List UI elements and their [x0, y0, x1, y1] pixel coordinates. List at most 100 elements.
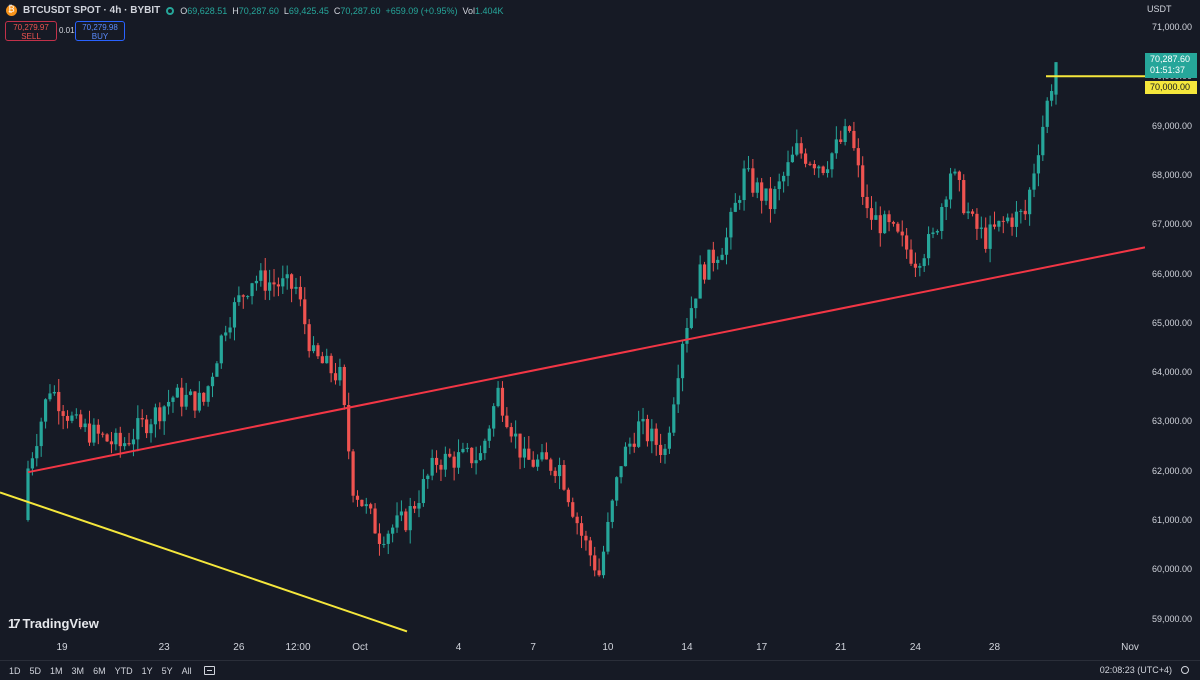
candlestick-chart[interactable] [0, 0, 1145, 638]
candle-body [825, 169, 830, 174]
range-button-1d[interactable]: 1D [9, 665, 21, 676]
candle-body [1050, 91, 1054, 101]
candle-body [562, 464, 566, 490]
bottom-toolbar: 1D 5D 1M 3M 6M YTD 1Y 5Y All 02:08:23 (UTC+4) [0, 660, 1200, 680]
range-button-6m[interactable]: 6M [93, 665, 106, 676]
date-range-icon[interactable] [203, 666, 215, 675]
candle-body [733, 202, 737, 212]
candle-body [417, 503, 421, 509]
support-trend-line [27, 246, 1145, 474]
candle-body [861, 165, 865, 197]
candle-body [241, 295, 245, 297]
candle-body [228, 327, 232, 333]
candle-body [984, 227, 988, 249]
candle-body [351, 451, 355, 496]
falling-trend-line [0, 491, 408, 633]
candle-body [1045, 100, 1049, 127]
symbol-title[interactable]: BTCUSDT SPOT · 4h · BYBIT [23, 5, 161, 16]
time-axis-label: 24 [909, 642, 921, 653]
candle-body [329, 355, 333, 374]
candle-body [342, 366, 346, 406]
price-axis[interactable]: 71,000.00 70,000.00 69,000.00 68,000.00 67,0… [1145, 0, 1200, 660]
candle-body [672, 404, 676, 433]
sell-button[interactable]: 70,279.97 SELL [5, 21, 57, 41]
range-button-1y[interactable]: 1Y [141, 665, 153, 676]
ohlc-item: O69,628.51 [180, 6, 227, 16]
range-button-3m[interactable]: 3M [71, 665, 85, 676]
candle-body [874, 215, 878, 220]
candle-body [601, 551, 606, 576]
currency-selector[interactable]: USDT [1147, 4, 1172, 14]
symbol-header: BTCUSDT SPOT · 4h · BYBIT O69,628.51H70,… [6, 4, 504, 17]
time-axis[interactable]: 19 23 26 12:00 Oct 4 7 10 14 17 21 24 28 Nov [0, 638, 1145, 658]
candle-body [391, 527, 395, 534]
candle-body [347, 405, 351, 452]
candle-body [680, 343, 685, 379]
range-button-all[interactable]: All [181, 665, 192, 676]
candle-body [70, 415, 74, 421]
candle-body [465, 447, 469, 449]
candle-body [294, 286, 298, 289]
candle-body [997, 220, 1001, 227]
ohlc-value: 69,425.45 [288, 5, 329, 16]
time-axis-label: 7 [530, 642, 536, 653]
timezone-clock[interactable]: 02:08:23 (UTC+4) [1099, 665, 1172, 675]
candle-body [281, 278, 285, 287]
sell-label: SELL [21, 32, 41, 41]
candle-body [210, 376, 215, 387]
range-button-5y[interactable]: 5Y [161, 665, 173, 676]
candle-body [259, 270, 263, 281]
candle-body [118, 432, 122, 447]
candle-body [101, 433, 105, 435]
candle-body [865, 196, 869, 209]
candle-body [891, 222, 896, 224]
candle-body [676, 378, 680, 405]
candle-body [439, 464, 443, 470]
ohlc-key: L [283, 5, 289, 16]
candle-body [268, 282, 272, 291]
candle-body [623, 446, 628, 467]
price-axis-label: 62,000.00 [1152, 465, 1193, 476]
candle-body [263, 270, 267, 291]
candle-body [26, 468, 30, 520]
candle-body [659, 444, 663, 456]
candle-body [1006, 217, 1010, 222]
ohlc-item: +659.09 (+0.95%) [385, 6, 457, 16]
ohlc-key: H [232, 5, 239, 16]
time-axis-label: 4 [455, 642, 462, 653]
buy-price: 70,279.98 [82, 23, 118, 32]
sell-price: 70,279.97 [13, 23, 49, 32]
candle-body [1041, 126, 1045, 156]
range-button-1m[interactable]: 1M [50, 665, 63, 676]
candle-body [303, 299, 307, 325]
candle-body [738, 200, 742, 203]
range-button-ytd[interactable]: YTD [114, 665, 133, 676]
candle-body [114, 432, 118, 445]
candle-body [171, 397, 175, 402]
price-axis-label: 71,000.00 [1152, 22, 1193, 32]
buy-button[interactable]: 70,279.98 BUY [75, 21, 125, 41]
candle-body [1023, 210, 1027, 215]
candle-body [619, 466, 623, 478]
candle-body [197, 392, 201, 411]
candle-body [149, 424, 153, 434]
ohlc-item: Vol1.404K [463, 6, 504, 16]
candle-body [175, 387, 179, 398]
candle-body [514, 433, 518, 437]
candle-body [610, 500, 614, 522]
time-axis-label: 21 [835, 642, 847, 653]
candle-body [724, 237, 729, 255]
chart-settings-icon[interactable] [1181, 666, 1189, 674]
candle-body [782, 175, 786, 182]
candle-body [887, 214, 891, 223]
candle-body [140, 418, 144, 420]
time-axis-label: 14 [681, 642, 693, 653]
candle-body [325, 355, 329, 364]
candle-body [232, 302, 237, 328]
tradingview-logo[interactable]: 17 TradingView [8, 616, 99, 631]
candle-body [52, 391, 56, 394]
candle-body [707, 249, 711, 280]
range-button-5d[interactable]: 5D [29, 665, 42, 676]
candle-body [39, 421, 43, 447]
candle-body [285, 274, 289, 279]
